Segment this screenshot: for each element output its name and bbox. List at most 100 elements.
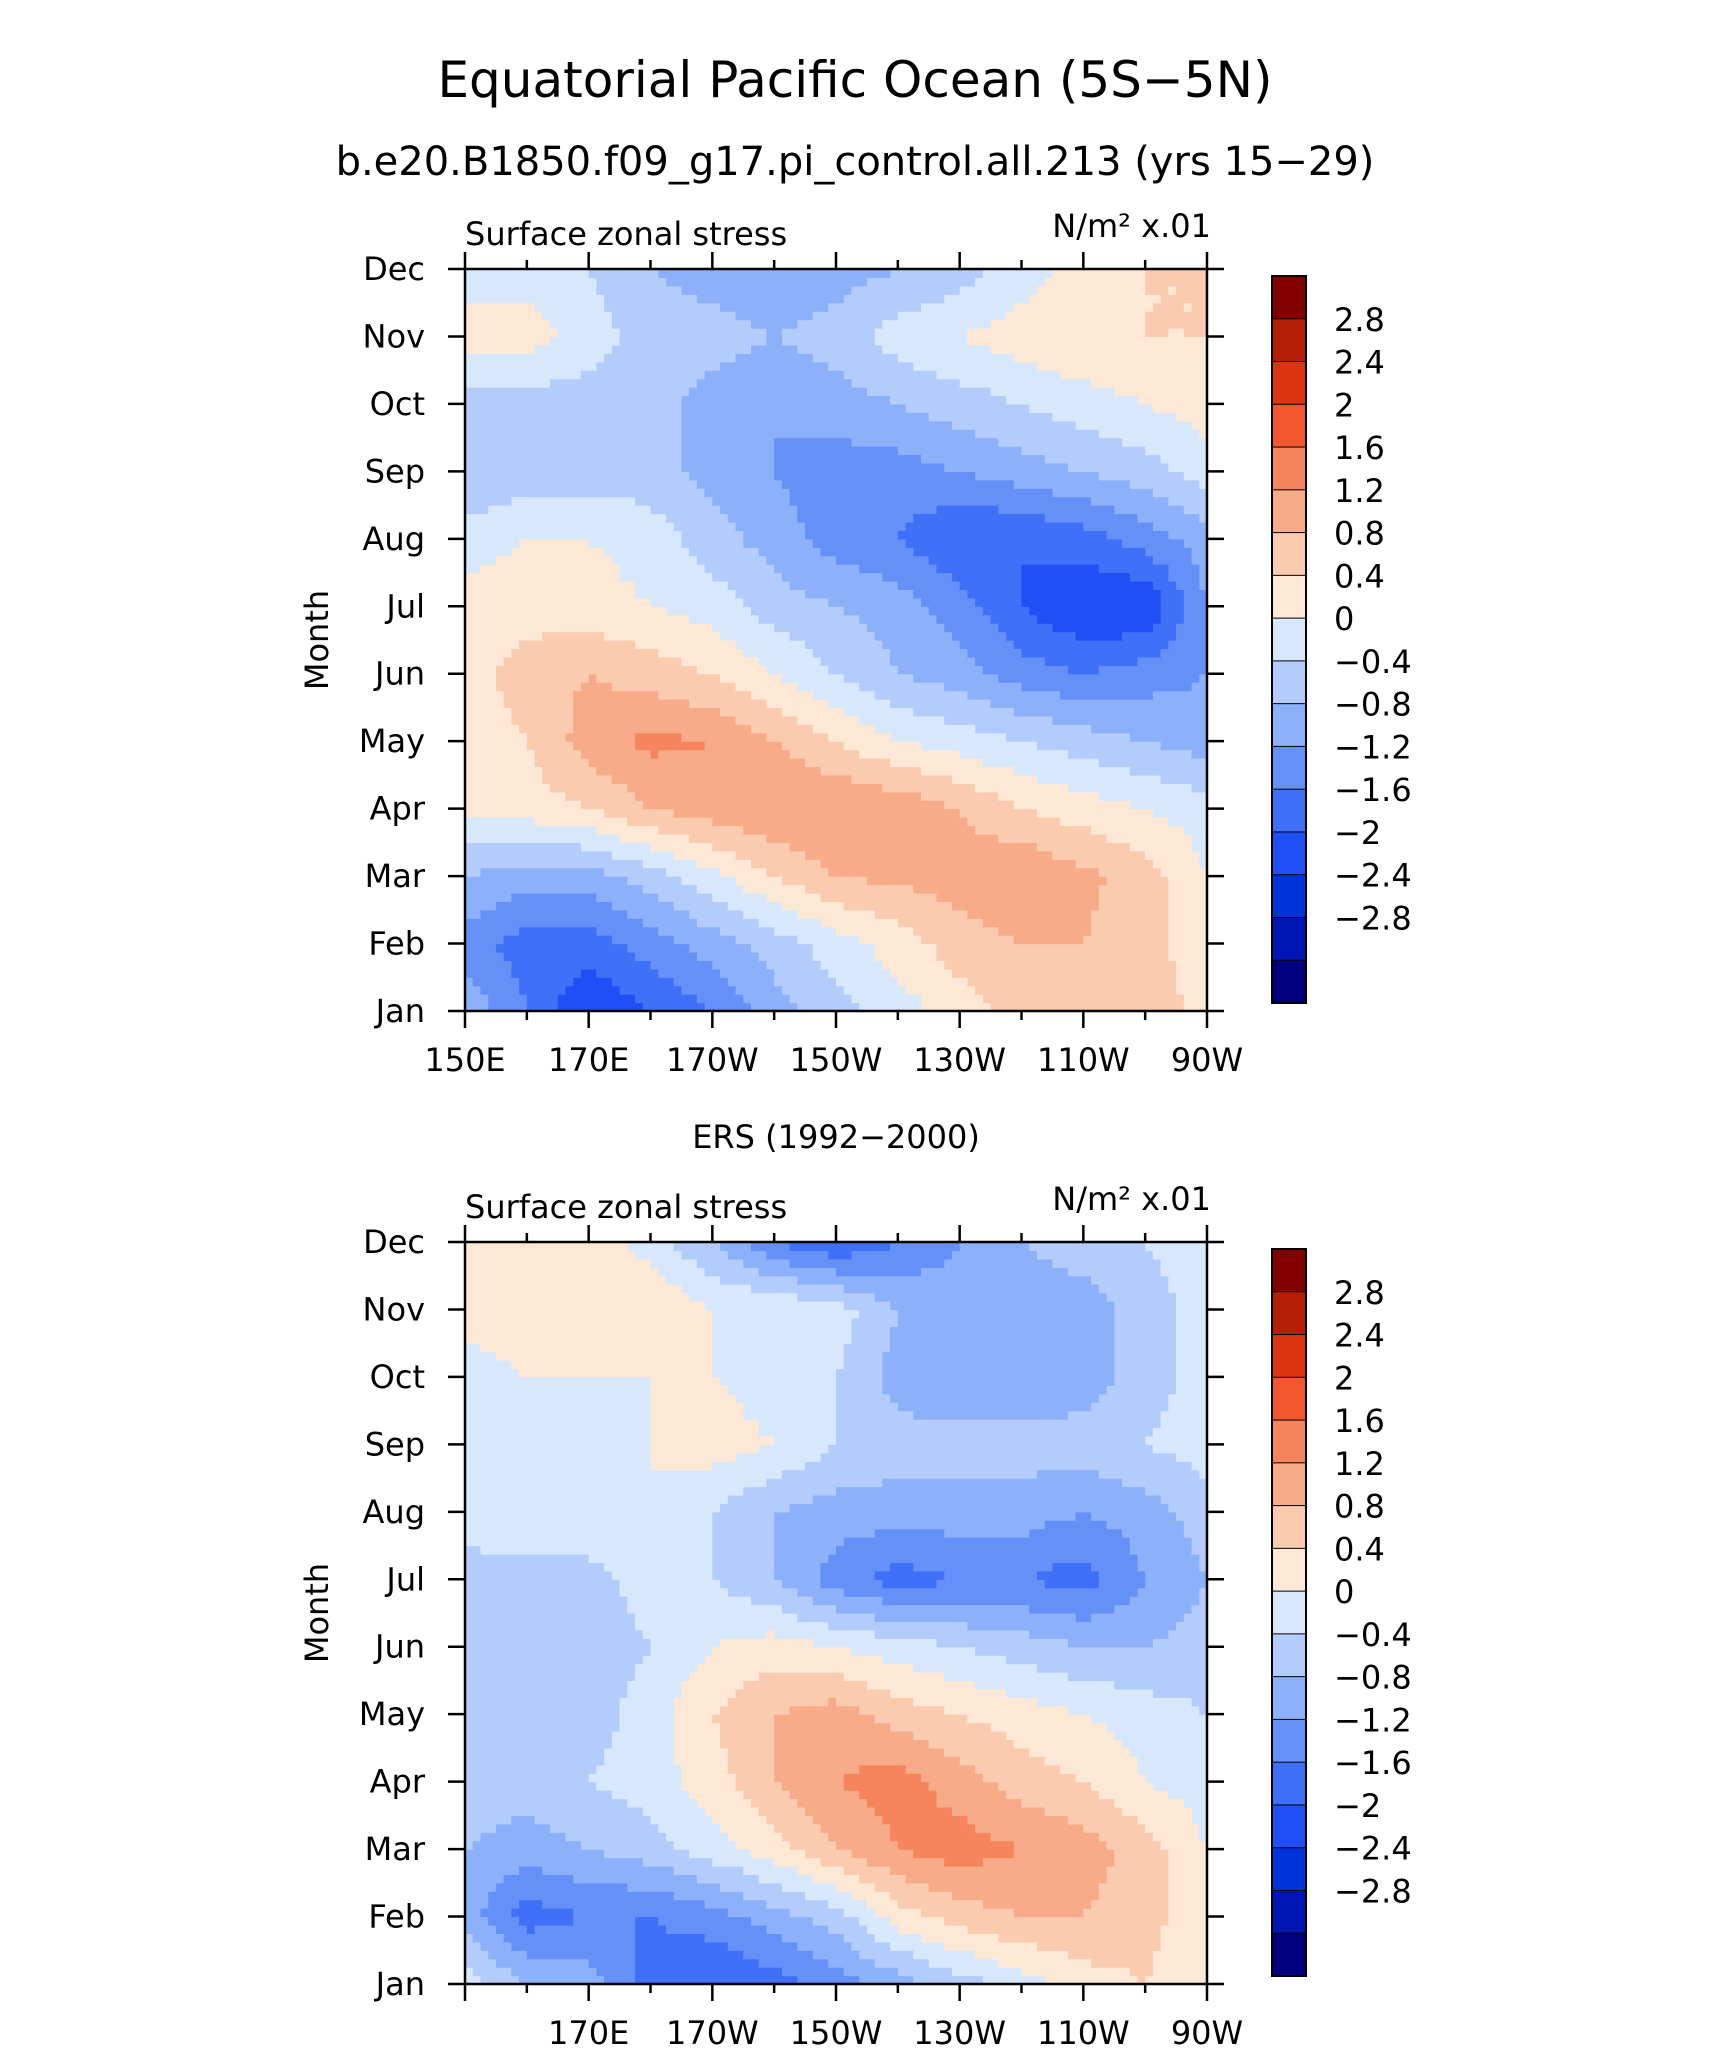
contour-cell <box>1168 859 1177 869</box>
contour-cell <box>635 825 644 835</box>
contour-cell <box>789 867 798 877</box>
contour-cell <box>866 614 876 624</box>
contour-cell <box>611 589 621 599</box>
contour-cell <box>650 623 659 633</box>
contour-cell <box>913 741 922 751</box>
contour-cell <box>928 943 938 953</box>
contour-cell <box>1137 977 1146 987</box>
contour-cell <box>1083 614 1092 624</box>
contour-cell <box>534 606 543 616</box>
contour-cell <box>975 951 984 962</box>
contour-cell <box>1199 623 1208 633</box>
contour-cell <box>905 791 914 801</box>
contour-cell <box>851 774 860 784</box>
contour-cell <box>944 732 953 742</box>
contour-cell <box>1145 833 1154 843</box>
contour-cell <box>465 758 474 768</box>
contour-cell <box>1191 724 1200 734</box>
contour-cell <box>990 732 999 742</box>
contour-cell <box>874 901 883 911</box>
contour-cell <box>1091 589 1100 599</box>
contour-cell <box>913 783 922 793</box>
contour-cell <box>1145 766 1154 776</box>
contour-cell <box>905 758 914 768</box>
contour-cell <box>998 774 1007 784</box>
contour-cell <box>1152 580 1162 591</box>
contour-cell <box>913 1002 922 1012</box>
contour-cell <box>1106 800 1115 810</box>
contour-cell <box>1152 1002 1162 1012</box>
contour-cell <box>1029 943 1038 953</box>
contour-cell <box>836 623 845 633</box>
contour-cell <box>1183 707 1193 717</box>
contour-cell <box>758 833 768 843</box>
contour-cell <box>1183 800 1193 810</box>
contour-cell <box>820 597 829 607</box>
contour-cell <box>750 673 760 683</box>
contour-cell <box>495 673 505 683</box>
contour-cell <box>696 867 706 877</box>
contour-cell <box>1121 648 1131 658</box>
contour-cell <box>897 918 907 928</box>
contour-cell <box>998 783 1007 793</box>
contour-cell <box>534 867 543 877</box>
contour-cell <box>511 859 520 869</box>
contour-cell <box>1168 884 1177 894</box>
contour-cell <box>774 876 783 886</box>
contour-cell <box>627 656 636 666</box>
contour-cell <box>534 876 543 886</box>
contour-cell <box>1060 842 1069 852</box>
contour-cell <box>673 901 683 911</box>
contour-cell <box>696 859 706 869</box>
contour-cell <box>550 977 559 987</box>
contour-cell <box>635 791 644 801</box>
contour-cell <box>642 825 652 835</box>
contour-cell <box>712 884 721 894</box>
contour-cell <box>959 656 968 666</box>
contour-cell <box>604 648 613 658</box>
contour-cell <box>951 766 961 776</box>
contour-cell <box>928 648 938 658</box>
contour-cell <box>580 918 590 928</box>
contour-cell <box>1044 833 1054 843</box>
contour-cell <box>990 876 999 886</box>
contour-cell <box>665 699 675 709</box>
contour-cell <box>859 774 868 784</box>
contour-cell <box>542 589 551 599</box>
contour-cell <box>866 926 876 936</box>
contour-cell <box>936 690 945 700</box>
contour-cell <box>998 951 1007 962</box>
contour-cell <box>673 699 683 709</box>
contour-cell <box>712 960 721 970</box>
contour-cell <box>882 732 891 742</box>
contour-cell <box>1176 690 1185 700</box>
contour-cell <box>488 1002 497 1012</box>
contour-cell <box>665 985 675 995</box>
contour-cell <box>650 833 659 843</box>
contour-cell <box>1145 597 1154 607</box>
contour-cell <box>596 943 605 953</box>
contour-cell <box>905 580 914 591</box>
contour-cell <box>959 631 968 641</box>
contour-cell <box>519 631 528 641</box>
contour-cell <box>1013 977 1023 987</box>
contour-cell <box>573 690 582 700</box>
contour-cell <box>472 960 482 970</box>
contour-cell <box>1106 994 1115 1004</box>
contour-cell <box>557 766 567 776</box>
contour-cell <box>1183 699 1193 709</box>
contour-cell <box>1013 808 1023 818</box>
contour-cell <box>859 960 868 970</box>
contour-cell <box>828 690 837 700</box>
contour-cell <box>596 884 605 894</box>
contour-cell <box>905 994 914 1004</box>
contour-cell <box>982 808 992 818</box>
contour-cell <box>1114 791 1123 801</box>
contour-cell <box>526 580 536 591</box>
contour-cell <box>1006 673 1015 683</box>
contour-cell <box>936 715 945 725</box>
contour-cell <box>797 758 806 768</box>
contour-cell <box>766 631 775 641</box>
contour-cell <box>1060 673 1069 683</box>
contour-cell <box>511 918 520 928</box>
